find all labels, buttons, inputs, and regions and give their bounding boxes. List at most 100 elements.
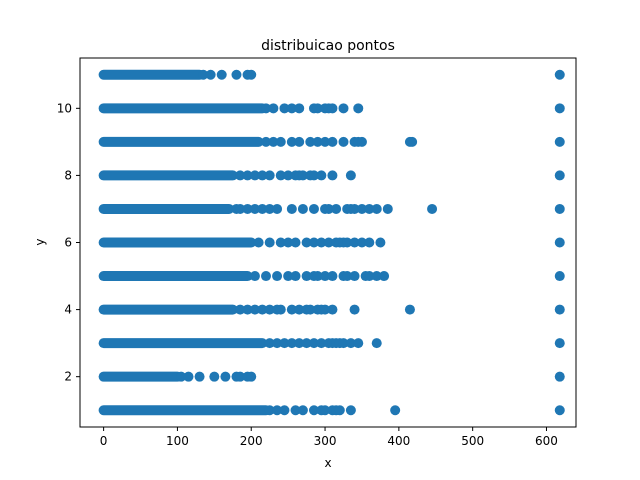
data-point bbox=[320, 136, 331, 147]
data-point bbox=[286, 136, 297, 147]
data-point bbox=[235, 304, 246, 315]
data-point bbox=[279, 103, 290, 114]
data-point bbox=[427, 203, 438, 214]
data-point bbox=[264, 203, 275, 214]
x-axis-label: x bbox=[324, 456, 331, 470]
data-point bbox=[390, 405, 401, 416]
data-point bbox=[294, 304, 305, 315]
data-point bbox=[323, 203, 334, 214]
data-point bbox=[283, 237, 294, 248]
data-point bbox=[283, 170, 294, 181]
data-point bbox=[268, 103, 279, 114]
data-point bbox=[264, 237, 275, 248]
y-tick-label: 4 bbox=[64, 303, 72, 317]
y-tick-label: 6 bbox=[64, 236, 72, 250]
data-point bbox=[554, 136, 565, 147]
data-point bbox=[327, 136, 338, 147]
data-point bbox=[554, 103, 565, 114]
data-point bbox=[294, 103, 305, 114]
data-point bbox=[308, 405, 319, 416]
data-point bbox=[279, 405, 290, 416]
data-point bbox=[375, 237, 386, 248]
data-point bbox=[301, 237, 312, 248]
data-point bbox=[209, 371, 220, 382]
data-point bbox=[305, 136, 316, 147]
data-point bbox=[342, 271, 353, 282]
data-point bbox=[286, 304, 297, 315]
data-point bbox=[257, 170, 268, 181]
data-point bbox=[554, 304, 565, 315]
data-point bbox=[382, 203, 393, 214]
data-point bbox=[272, 203, 283, 214]
data-point bbox=[249, 203, 260, 214]
data-point bbox=[554, 170, 565, 181]
data-point bbox=[216, 69, 227, 80]
data-point bbox=[301, 338, 312, 349]
data-point bbox=[261, 103, 271, 114]
data-point bbox=[334, 405, 345, 416]
data-point bbox=[264, 304, 275, 315]
data-point bbox=[253, 237, 264, 248]
data-point bbox=[338, 136, 349, 147]
data-point bbox=[554, 237, 565, 248]
data-point bbox=[327, 103, 338, 114]
data-point bbox=[275, 136, 286, 147]
data-point bbox=[297, 203, 308, 214]
data-point bbox=[312, 103, 323, 114]
data-point bbox=[286, 103, 297, 114]
data-point bbox=[235, 371, 246, 382]
chart-title: distribuicao pontos bbox=[261, 38, 395, 54]
data-point bbox=[283, 271, 294, 282]
data-point bbox=[290, 271, 301, 282]
data-point bbox=[349, 203, 360, 214]
data-point bbox=[320, 271, 331, 282]
data-point bbox=[371, 338, 382, 349]
data-point bbox=[242, 304, 253, 315]
data-point bbox=[198, 69, 209, 80]
data-point bbox=[275, 237, 286, 248]
data-point bbox=[246, 371, 257, 382]
data-point bbox=[275, 170, 286, 181]
data-point bbox=[349, 304, 360, 315]
data-point bbox=[305, 304, 316, 315]
data-point bbox=[297, 405, 308, 416]
data-point bbox=[294, 338, 305, 349]
data-point bbox=[353, 103, 364, 114]
data-point bbox=[338, 103, 349, 114]
data-point bbox=[183, 371, 194, 382]
x-tick-label: 200 bbox=[240, 434, 263, 448]
data-point bbox=[320, 304, 331, 315]
data-point bbox=[364, 203, 375, 214]
data-point bbox=[364, 237, 375, 248]
data-point bbox=[338, 338, 349, 349]
data-point bbox=[404, 304, 415, 315]
x-tick-label: 0 bbox=[100, 434, 108, 448]
x-tick-label: 500 bbox=[461, 434, 484, 448]
data-points bbox=[98, 69, 565, 416]
data-point bbox=[268, 136, 279, 147]
data-point bbox=[554, 405, 565, 416]
data-point bbox=[356, 136, 367, 147]
data-point bbox=[308, 338, 319, 349]
data-point bbox=[286, 338, 297, 349]
data-point bbox=[297, 170, 308, 181]
data-point bbox=[342, 237, 353, 248]
data-point bbox=[320, 405, 331, 416]
data-point bbox=[312, 271, 323, 282]
data-point bbox=[249, 170, 260, 181]
data-point bbox=[235, 203, 246, 214]
data-point bbox=[308, 170, 319, 181]
data-point bbox=[349, 271, 360, 282]
data-point bbox=[205, 69, 216, 80]
data-point bbox=[242, 203, 253, 214]
data-point bbox=[308, 203, 319, 214]
data-point bbox=[301, 271, 312, 282]
data-point bbox=[176, 371, 187, 382]
x-tick-label: 100 bbox=[166, 434, 189, 448]
x-axis-ticks: 0 100 200 300 400 500 600 bbox=[100, 427, 558, 448]
data-point bbox=[275, 304, 286, 315]
data-point bbox=[249, 271, 260, 282]
data-point bbox=[407, 136, 418, 147]
y-tick-label: 2 bbox=[64, 370, 72, 384]
data-point bbox=[286, 203, 297, 214]
